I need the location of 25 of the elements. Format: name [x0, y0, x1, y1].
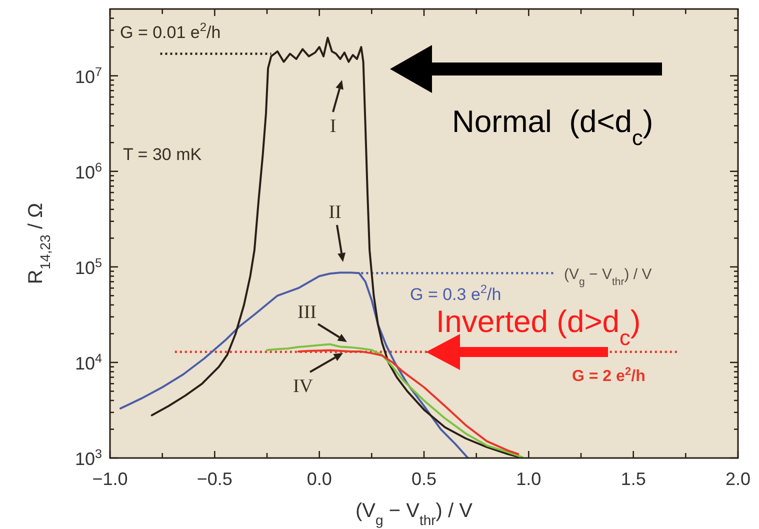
annotation: II	[328, 202, 342, 223]
annotation: IV	[292, 376, 314, 397]
annotation: Inverted (d>d$_{c}$)	[436, 304, 641, 350]
x-axis-title: (V$_{g}$ − V$_{thr}$) / V	[356, 500, 474, 528]
annotation: G = 0.01 e$^{2}$/h	[120, 20, 221, 42]
x-tick-label: 0.0	[306, 469, 332, 489]
y-tick-label: 10$^{4}$	[74, 351, 102, 374]
annotation: (V$_{g}$ − V$_{thr}$) / V	[564, 266, 652, 288]
annotation: G = 0.3 e$^{2}$/h	[410, 282, 502, 304]
y-tick-label: 10$^{3}$	[74, 447, 102, 469]
annotation: T = 30 mK	[123, 145, 202, 164]
line-series	[266, 343, 524, 458]
annotation: G = 2 e$^{2}$/h	[572, 366, 646, 385]
x-tick-label: −0.5	[196, 469, 232, 489]
y-tick-label: 10$^{6}$	[74, 160, 102, 182]
x-tick-label: 2.0	[725, 469, 751, 489]
x-tick-label: −1.0	[92, 469, 128, 489]
y-tick-label: 10$^{5}$	[74, 256, 102, 278]
x-tick-label: 1.5	[620, 469, 646, 489]
x-tick-label: 0.5	[411, 469, 437, 489]
annotation: III	[298, 302, 316, 323]
annotation: I	[330, 116, 336, 137]
y-tick-label: 10$^{7}$	[74, 64, 102, 87]
x-tick-label: 1.0	[516, 469, 542, 489]
annotation: Normal (d<d$_{c}$)	[452, 104, 654, 150]
